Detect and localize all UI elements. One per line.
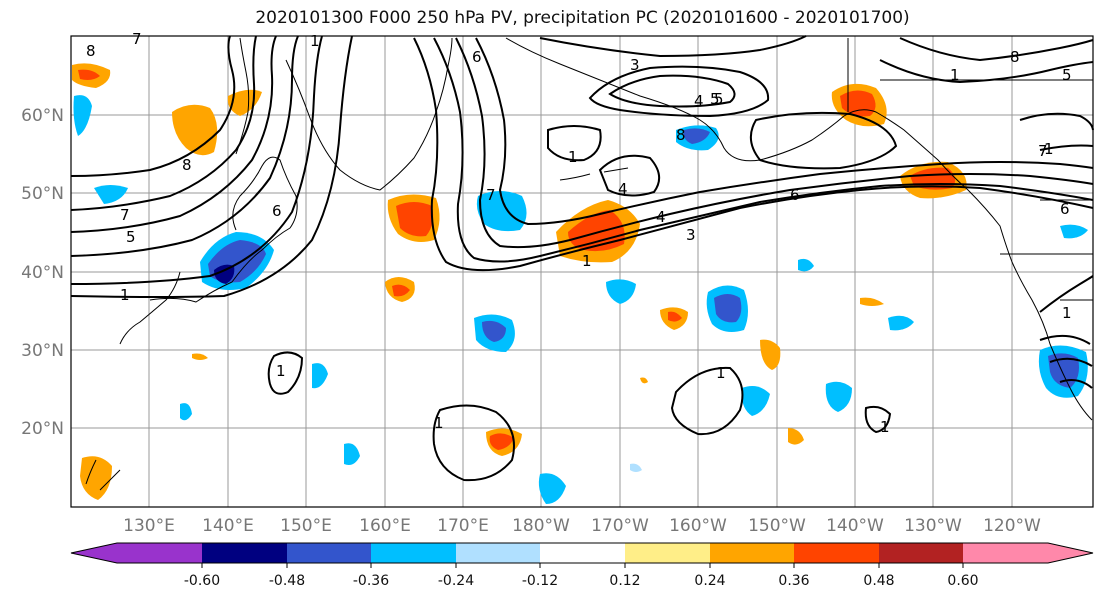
colorbar-segment (710, 543, 794, 563)
contour-label: 1 (568, 148, 578, 166)
contour-label: 7 (1038, 142, 1048, 160)
lon-tick-label: 130°E (123, 516, 175, 536)
contour-label: 6 (272, 202, 282, 220)
lat-tick-label: 40°N (21, 263, 64, 283)
colorbar-segment (879, 543, 963, 563)
colorbar-segment (794, 543, 879, 563)
contour-label: 8 (182, 156, 192, 174)
contour-label: 4 (656, 208, 666, 226)
lon-tick-label: 150°E (280, 516, 332, 536)
colorbar-tick-label: 0.36 (778, 573, 809, 589)
contour-label: 8 (1010, 48, 1020, 66)
contour-label: 4 (694, 92, 704, 110)
colorbar-outline (70, 542, 1094, 564)
contour-label: 4 (618, 180, 628, 198)
colorbar-segment (371, 543, 456, 563)
contour-label: 1 (880, 418, 890, 436)
contour-label: 1 (582, 252, 592, 270)
lon-tick-label: 140°W (826, 516, 884, 536)
lon-tick-label: 120°W (983, 516, 1041, 536)
contour-label: 3 (630, 56, 640, 74)
colorbar-segment (287, 543, 371, 563)
contour-label: 8 (676, 126, 686, 144)
colorbar-segment (540, 543, 625, 563)
colorbar-segment (963, 543, 1048, 563)
contour-label: 5 (710, 90, 720, 108)
contour-label: 5 (714, 90, 724, 108)
contour-label: 1 (276, 362, 286, 380)
lon-tick-label: 140°E (202, 516, 254, 536)
contour-label: 3 (686, 226, 696, 244)
lon-tick-label: 160°E (359, 516, 411, 536)
contour-label: 1 (950, 66, 960, 84)
contour-label: 6 (790, 186, 800, 204)
colorbar-tick-label: 0.60 (947, 573, 978, 589)
lat-tick-label: 50°N (21, 184, 64, 204)
map-title: 2020101300 F000 250 hPa PV, precipitatio… (255, 8, 910, 28)
contour-label: 1 (1062, 304, 1072, 322)
colorbar-tick-label: 0.24 (694, 573, 725, 589)
contour-label: 1 (310, 32, 320, 50)
contour-label: 1 (434, 414, 444, 432)
lat-tick-label: 60°N (21, 106, 64, 126)
contour-label: 1 (120, 286, 130, 304)
colorbar-tick-label: -0.24 (438, 573, 474, 589)
contour-labels: 8 1 7 5 8 3 5 4 6 1 3 4 5 8 6 7 4 8 6 7 … (86, 30, 1072, 436)
lon-tick-label: 180°W (512, 516, 570, 536)
colorbar-segment (456, 543, 540, 563)
colorbar-tick-label: 0.48 (863, 573, 894, 589)
colorbar-extend-low (71, 543, 117, 563)
colorbar-extend-high (1048, 543, 1093, 563)
lon-tick-label: 170°W (591, 516, 649, 536)
contour-label: 5 (126, 228, 136, 246)
lon-tick-label: 150°W (748, 516, 806, 536)
colorbar-tick-label: 0.12 (609, 573, 640, 589)
colorbar-tick-label: -0.60 (184, 573, 220, 589)
colorbar-segment (117, 543, 202, 563)
contour-label: 7 (132, 30, 142, 48)
precip-shading (72, 63, 1088, 504)
lon-tick-label: 170°E (437, 516, 489, 536)
colorbar-tick-label: -0.12 (522, 573, 558, 589)
colorbar-segment (625, 543, 710, 563)
contour-label: 5 (1062, 66, 1072, 84)
contour-label: 1 (716, 364, 726, 382)
contour-label: 1 (1044, 140, 1054, 158)
colorbar: -0.60 -0.48 -0.36 -0.24 -0.12 0.12 0.24 … (70, 542, 1094, 589)
colorbar-segment (202, 543, 287, 563)
colorbar-tick-label: -0.36 (353, 573, 389, 589)
contour-label: 6 (472, 48, 482, 66)
lat-tick-label: 20°N (21, 419, 64, 439)
contour-label: 8 (86, 42, 96, 60)
colorbar-tick-label: -0.48 (269, 573, 305, 589)
contour-label: 7 (486, 186, 496, 204)
pv-contours (70, 35, 1094, 482)
lat-tick-label: 30°N (21, 341, 64, 361)
lon-axis: 130°E 140°E 150°E 160°E 170°E 180°W 170°… (123, 516, 1041, 536)
lon-tick-label: 160°W (669, 516, 727, 536)
contour-label: 6 (1060, 200, 1070, 218)
map-frame (70, 35, 1094, 508)
lon-tick-label: 130°W (904, 516, 962, 536)
lat-axis: 60°N 50°N 40°N 30°N 20°N (21, 106, 64, 439)
contour-label: 7 (120, 206, 130, 224)
